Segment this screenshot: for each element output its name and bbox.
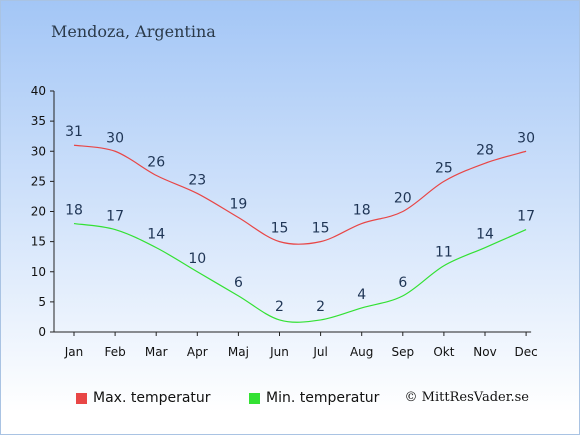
max-data-label: 19: [229, 197, 247, 213]
copyright-text: © MittResVader.se: [404, 390, 529, 405]
min-data-label: 18: [65, 203, 83, 219]
min-data-label: 17: [517, 209, 535, 225]
legend-min-swatch: [249, 392, 260, 404]
x-tick-label: Mar: [145, 345, 168, 359]
legend-max-label: Max. temperatur: [93, 390, 211, 406]
y-tick-label: 30: [31, 144, 46, 158]
min-data-label: 6: [234, 275, 243, 291]
max-data-label: 20: [394, 191, 412, 207]
max-data-label: 30: [517, 130, 535, 146]
x-tick-label: Jul: [312, 345, 327, 359]
max-data-label: 26: [147, 154, 165, 170]
max-data-label: 15: [312, 221, 330, 237]
x-tick-label: Sep: [391, 345, 414, 359]
y-tick-label: 20: [31, 205, 46, 219]
y-tick-label: 5: [38, 295, 46, 309]
max-data-label: 23: [188, 172, 206, 188]
y-tick-label: 10: [31, 265, 46, 279]
x-tick-label: Jan: [64, 345, 84, 359]
max-data-label: 30: [106, 130, 124, 146]
min-temperature-line: [73, 222, 527, 323]
x-tick-label: Nov: [473, 345, 496, 359]
y-tick-label: 25: [31, 174, 46, 188]
min-data-label: 14: [147, 227, 165, 243]
y-tick-label: 35: [31, 114, 46, 128]
min-data-label: 11: [435, 245, 453, 261]
y-tick-label: 15: [31, 235, 46, 249]
min-data-label: 14: [476, 227, 494, 243]
legend-max-swatch: [76, 392, 87, 404]
min-data-label: 2: [275, 299, 284, 315]
chart-title: Mendoza, Argentina: [51, 22, 216, 41]
min-data-label: 17: [106, 209, 124, 225]
min-data-label: 10: [188, 251, 206, 267]
legend-min-label: Min. temperatur: [266, 390, 380, 406]
x-tick-label: Feb: [104, 345, 125, 359]
max-data-label: 31: [65, 124, 83, 140]
x-tick-label: Maj: [228, 345, 249, 359]
max-data-label: 18: [353, 203, 371, 219]
y-tick-label: 40: [31, 84, 46, 98]
legend-min: Min. temperatur: [249, 390, 379, 406]
max-data-label: 28: [476, 142, 494, 158]
min-data-label: 4: [357, 287, 366, 303]
x-tick-label: Okt: [433, 345, 454, 359]
max-temperature-line: [73, 144, 527, 245]
max-data-label: 25: [435, 160, 453, 176]
x-tick-label: Dec: [514, 345, 537, 359]
x-tick-label: Jun: [269, 345, 289, 359]
x-tick-label: Aug: [350, 345, 373, 359]
legend-max: Max. temperatur: [76, 390, 211, 406]
max-data-label: 15: [271, 221, 289, 237]
y-tick-label: 0: [38, 325, 46, 339]
min-data-label: 6: [398, 275, 407, 291]
min-data-label: 2: [316, 299, 325, 315]
x-tick-label: Apr: [187, 345, 208, 359]
